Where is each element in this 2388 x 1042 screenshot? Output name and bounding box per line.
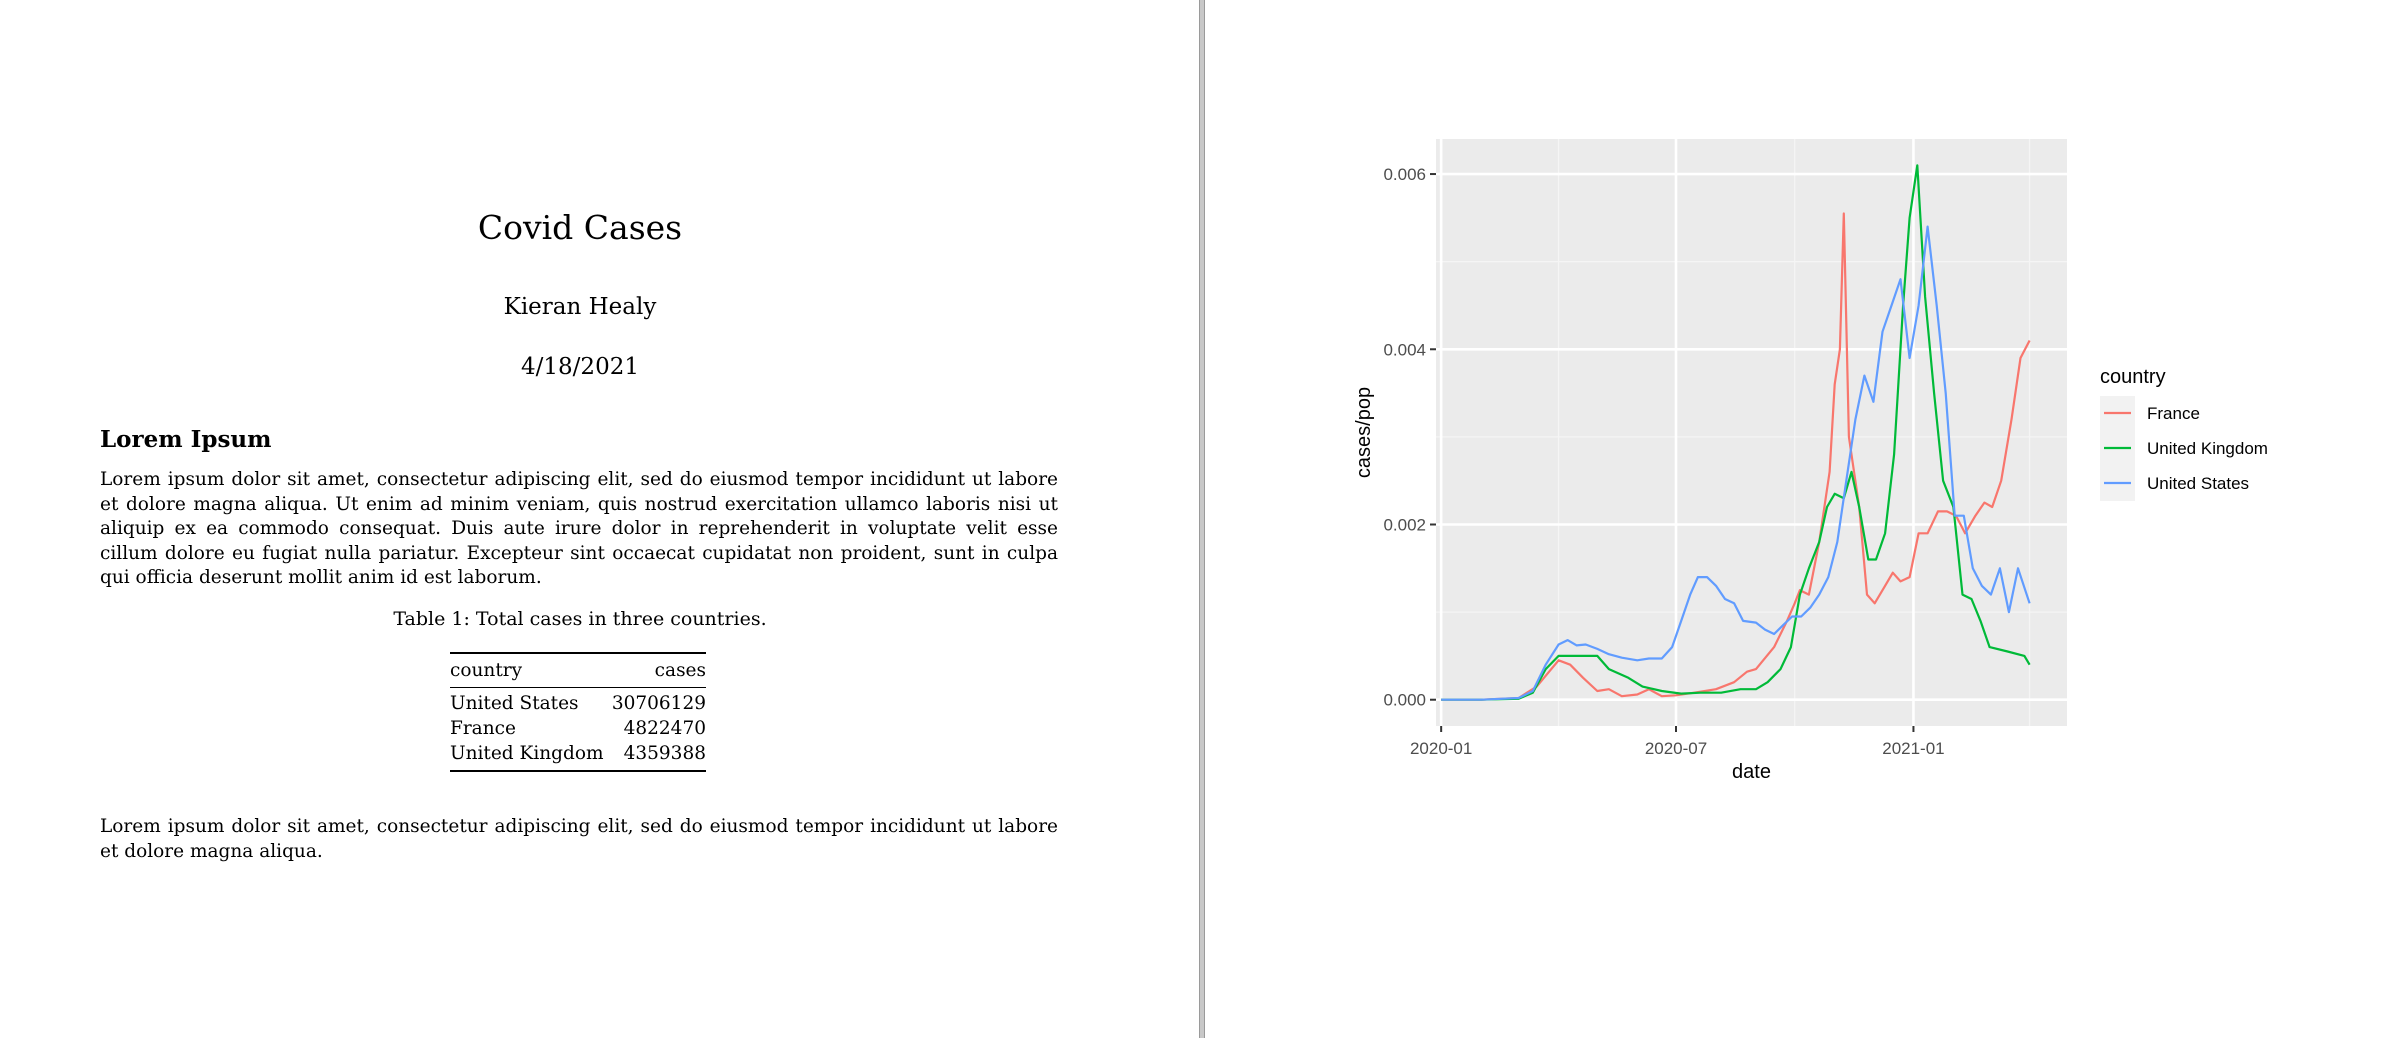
table-bottom-rule [450,770,706,772]
table-header-cases: cases [654,660,706,681]
table-row: United States 30706129 [450,691,706,716]
y-tick-label: 0.006 [1383,165,1426,184]
x-tick-label: 2020-07 [1645,739,1707,758]
page-divider [1199,0,1205,1038]
table-cell-country: France [450,718,516,739]
body-paragraph-1: Lorem ipsum dolor sit amet, consectetur … [100,469,1058,588]
series-line-united-states [1441,225,2031,701]
y-tick-label: 0.000 [1383,691,1426,710]
legend-label: United States [2147,474,2249,493]
table-cell-cases: 4822470 [623,718,706,739]
table-cell-cases: 30706129 [611,693,706,714]
document-author: Kieran Healy [503,294,657,320]
legend-title: country [2100,366,2166,388]
table-cell-country: United States [450,693,579,714]
plot-panel [1436,139,2067,726]
chart-page: 0.000 0.002 0.004 0.006 2020-01 2020-07 2021-0… [1205,0,2388,1038]
table-row: United Kingdom 4359388 [450,741,706,766]
document-page: Covid Cases Kieran Healy 4/18/2021 Lorem… [100,208,1058,862]
y-tick-label: 0.004 [1383,340,1426,359]
table-header-row: country cases [450,654,706,687]
cases-line-chart: 0.000 0.002 0.004 0.006 2020-01 2020-07 2021-0… [1353,139,2268,783]
legend-label: United Kingdom [2147,439,2268,458]
table-top-rule [450,652,706,654]
table-header-country: country [450,660,523,681]
x-tick-label: 2021-01 [1882,739,1944,758]
section-heading: Lorem Ipsum [100,426,272,453]
body-paragraph-2: Lorem ipsum dolor sit amet, consectetur … [100,816,1058,862]
legend-label: France [2147,404,2200,423]
table-caption: Table 1: Total cases in three countries. [393,608,767,630]
table-cell-cases: 4359388 [623,743,706,764]
y-tick-label: 0.002 [1383,515,1426,534]
document-date: 4/18/2021 [521,354,639,380]
x-axis-title: date [1732,761,1771,783]
x-tick-label: 2020-01 [1410,739,1472,758]
table-cell-country: United Kingdom [450,743,604,764]
series-line-united-kingdom [1441,164,2031,701]
table-mid-rule [450,687,706,688]
document-title: Covid Cases [477,208,683,247]
table-row: France 4822470 [450,716,706,741]
cases-table: country cases United States 30706129 Fra… [450,652,706,772]
y-axis-title: cases/pop [1353,387,1375,478]
